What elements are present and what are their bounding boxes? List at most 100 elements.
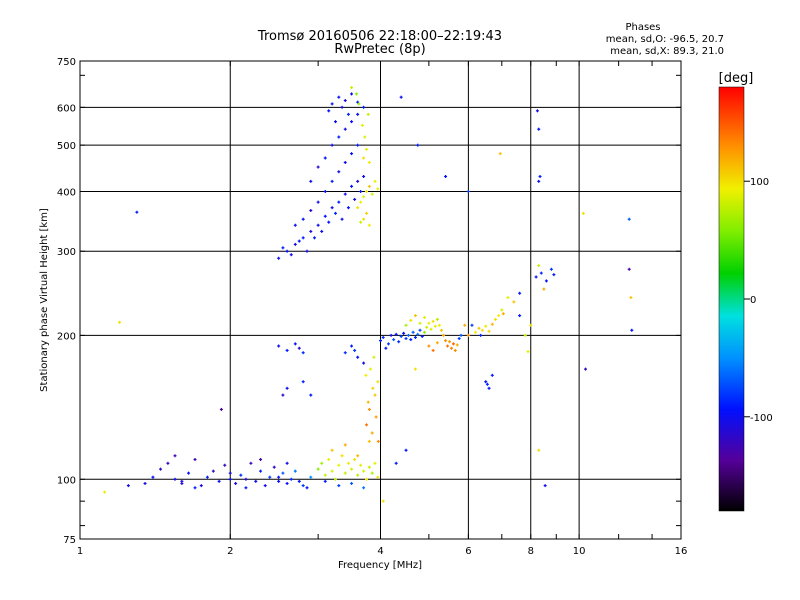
data-point bbox=[293, 242, 297, 246]
data-point bbox=[542, 287, 546, 291]
data-point bbox=[449, 346, 453, 350]
data-point bbox=[354, 92, 358, 96]
data-point bbox=[285, 348, 289, 352]
data-point bbox=[297, 239, 301, 243]
data-point bbox=[386, 342, 390, 346]
x-axis-ticks: 1 2 4 6 8 10 16 bbox=[77, 61, 687, 557]
data-point bbox=[293, 469, 297, 473]
data-point bbox=[277, 475, 281, 479]
data-point bbox=[523, 333, 527, 337]
data-point bbox=[537, 179, 541, 183]
x-tick-label: 4 bbox=[377, 546, 383, 557]
data-point bbox=[537, 448, 541, 452]
phase-stats-o: mean, sd,O: -96.5, 20.7 bbox=[606, 34, 724, 45]
data-point bbox=[316, 467, 320, 471]
data-point bbox=[350, 152, 354, 156]
data-point bbox=[364, 373, 368, 377]
data-point bbox=[627, 267, 631, 271]
data-point bbox=[413, 314, 417, 318]
data-point bbox=[362, 195, 366, 199]
data-point bbox=[309, 209, 313, 213]
data-point bbox=[477, 326, 481, 330]
data-point bbox=[362, 217, 366, 221]
y-tick-label: 600 bbox=[57, 103, 76, 114]
data-point bbox=[362, 105, 366, 109]
data-point bbox=[330, 206, 334, 210]
data-point bbox=[539, 271, 543, 275]
data-point bbox=[180, 479, 184, 483]
data-point bbox=[374, 415, 378, 419]
data-point bbox=[359, 463, 363, 467]
data-point bbox=[487, 386, 491, 390]
data-point bbox=[544, 279, 548, 283]
data-point bbox=[418, 328, 422, 332]
data-point bbox=[301, 236, 305, 240]
data-point bbox=[305, 249, 309, 253]
y-tick-label: 75 bbox=[63, 535, 76, 546]
data-point bbox=[487, 329, 491, 333]
data-point bbox=[372, 355, 376, 359]
data-point bbox=[473, 330, 477, 334]
data-point bbox=[365, 147, 369, 151]
data-point bbox=[365, 423, 369, 427]
data-point bbox=[254, 479, 258, 483]
data-point bbox=[159, 467, 163, 471]
data-point bbox=[404, 448, 408, 452]
data-point bbox=[356, 179, 360, 183]
data-point bbox=[277, 256, 281, 260]
x-tick-label: 10 bbox=[573, 546, 586, 557]
data-point bbox=[309, 179, 313, 183]
data-point bbox=[442, 333, 446, 337]
data-point bbox=[205, 475, 209, 479]
x-tick-label: 8 bbox=[528, 546, 534, 557]
data-point bbox=[320, 229, 324, 233]
data-point bbox=[259, 469, 263, 473]
y-axis-ticks: 75 100 200 300 400 500 600 750 bbox=[57, 57, 681, 546]
data-point bbox=[285, 386, 289, 390]
data-point bbox=[337, 135, 341, 139]
data-point bbox=[397, 340, 401, 344]
data-point bbox=[249, 461, 253, 465]
data-point bbox=[373, 179, 377, 183]
x-tick-label: 2 bbox=[227, 546, 233, 557]
data-point bbox=[143, 481, 147, 485]
x-tick-label: 1 bbox=[77, 546, 83, 557]
data-point bbox=[357, 102, 361, 106]
data-point bbox=[244, 477, 248, 481]
data-point bbox=[343, 127, 347, 131]
data-point bbox=[518, 291, 522, 295]
data-point bbox=[484, 380, 488, 384]
data-point bbox=[366, 400, 370, 404]
colorbar-ticks: 100 0 -100 bbox=[744, 177, 773, 424]
data-point bbox=[323, 156, 327, 160]
data-point bbox=[337, 170, 341, 174]
data-point bbox=[435, 317, 439, 321]
data-point bbox=[431, 319, 435, 323]
data-point bbox=[343, 192, 347, 196]
data-point bbox=[193, 486, 197, 490]
data-point bbox=[217, 479, 221, 483]
data-point bbox=[466, 189, 470, 193]
chart-title: Tromsø 20160506 22:18:00–22:19:43 bbox=[257, 29, 502, 44]
data-point bbox=[429, 327, 433, 331]
data-point bbox=[444, 174, 448, 178]
data-point bbox=[494, 317, 498, 321]
data-point bbox=[529, 323, 533, 327]
data-point bbox=[285, 481, 289, 485]
data-point bbox=[350, 481, 354, 485]
data-point bbox=[362, 156, 366, 160]
colorbar-tick-label: -100 bbox=[750, 413, 773, 424]
data-point bbox=[534, 275, 538, 279]
data-point bbox=[281, 393, 285, 397]
data-point bbox=[384, 346, 388, 350]
data-point bbox=[416, 143, 420, 147]
data-point bbox=[362, 486, 366, 490]
y-tick-label: 400 bbox=[57, 187, 76, 198]
data-point bbox=[362, 361, 366, 365]
data-point bbox=[309, 229, 313, 233]
data-point bbox=[506, 296, 510, 300]
data-point bbox=[293, 223, 297, 227]
data-point bbox=[356, 454, 360, 458]
data-point bbox=[312, 236, 316, 240]
data-point bbox=[367, 223, 371, 227]
